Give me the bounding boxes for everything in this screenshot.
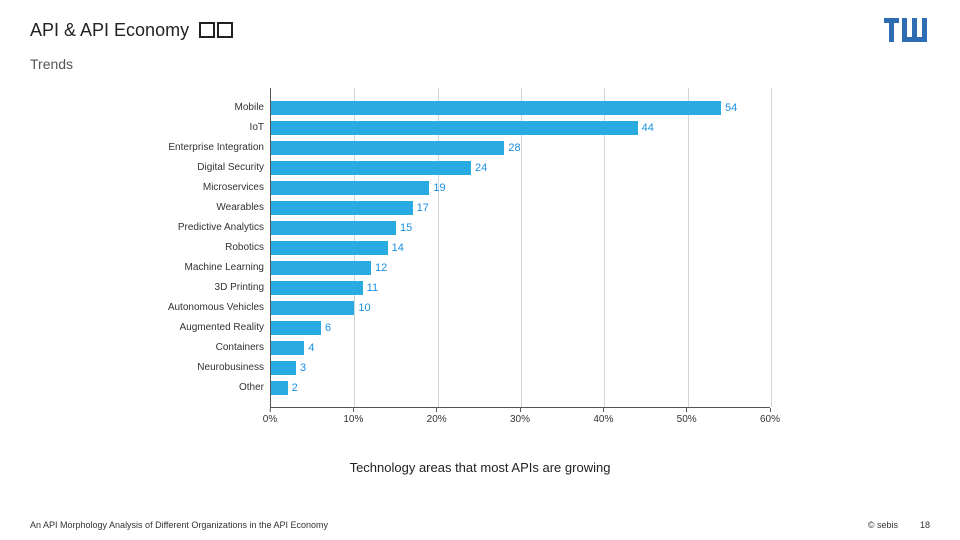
category-label: Augmented Reality	[145, 321, 270, 335]
bar	[271, 221, 396, 235]
bar	[271, 121, 638, 135]
category-label: Other	[145, 381, 270, 395]
bar-row: 19	[271, 181, 446, 195]
bar-row: 6	[271, 321, 331, 335]
x-tick: 0%	[263, 408, 277, 425]
bar	[271, 161, 471, 175]
page-subtitle: Trends	[30, 56, 73, 72]
bar	[271, 321, 321, 335]
bar-value: 14	[392, 242, 404, 254]
bar-row: 54	[271, 101, 737, 115]
chart-caption: Technology areas that most APIs are grow…	[0, 460, 960, 475]
bar-value: 28	[508, 142, 520, 154]
gridline	[438, 88, 439, 407]
category-label: IoT	[145, 121, 270, 135]
bar-value: 54	[725, 102, 737, 114]
bar-row: 2	[271, 381, 298, 395]
tum-logo-icon	[884, 18, 930, 42]
bar-row: 44	[271, 121, 654, 135]
x-tick: 60%	[760, 408, 780, 425]
bar-row: 17	[271, 201, 429, 215]
progress-indicator	[199, 22, 233, 38]
bar	[271, 181, 429, 195]
bar-row: 11	[271, 281, 378, 295]
bar-row: 28	[271, 141, 521, 155]
bar-value: 12	[375, 262, 387, 274]
trends-bar-chart: Mobile IoT Enterprise Integration Digital S…	[140, 88, 780, 438]
category-label: Wearables	[145, 201, 270, 215]
bar-value: 2	[292, 382, 298, 394]
x-tick: 30%	[510, 408, 530, 425]
bar-row: 3	[271, 361, 306, 375]
footer-copyright: © sebis	[868, 520, 898, 530]
progress-box	[199, 22, 215, 38]
footer-left: An API Morphology Analysis of Different …	[30, 520, 328, 530]
bar-value: 15	[400, 222, 412, 234]
bar	[271, 361, 296, 375]
x-tick: 50%	[677, 408, 697, 425]
bar-row: 4	[271, 341, 314, 355]
bar	[271, 241, 388, 255]
gridline	[688, 88, 689, 407]
bar-value: 6	[325, 322, 331, 334]
bar-value: 11	[367, 282, 378, 294]
bar	[271, 201, 413, 215]
bar-value: 4	[308, 342, 314, 354]
bar-row: 24	[271, 161, 487, 175]
category-label: Enterprise Integration	[145, 141, 270, 155]
gridline	[604, 88, 605, 407]
category-label: Neurobusiness	[145, 361, 270, 375]
x-tick: 20%	[427, 408, 447, 425]
category-label: 3D Printing	[145, 281, 270, 295]
bar-row: 12	[271, 261, 387, 275]
category-label: Mobile	[145, 101, 270, 115]
footer-page-number: 18	[920, 520, 930, 530]
bar	[271, 341, 304, 355]
bar-value: 17	[417, 202, 429, 214]
category-label: Microservices	[145, 181, 270, 195]
bar	[271, 301, 354, 315]
bar	[271, 381, 288, 395]
bar	[271, 281, 363, 295]
bar-row: 15	[271, 221, 412, 235]
bar	[271, 141, 504, 155]
progress-box	[217, 22, 233, 38]
bar-value: 19	[433, 182, 445, 194]
bar	[271, 101, 721, 115]
bar-value: 10	[358, 302, 370, 314]
gridline	[771, 88, 772, 407]
category-label: Machine Learning	[145, 261, 270, 275]
gridline	[521, 88, 522, 407]
category-label: Autonomous Vehicles	[145, 301, 270, 315]
bar-value: 3	[300, 362, 306, 374]
page-title: API & API Economy	[30, 20, 189, 41]
bar	[271, 261, 371, 275]
bar-value: 44	[642, 122, 654, 134]
category-label: Predictive Analytics	[145, 221, 270, 235]
bar-value: 24	[475, 162, 487, 174]
category-label: Containers	[145, 341, 270, 355]
category-label: Robotics	[145, 241, 270, 255]
x-tick: 40%	[593, 408, 613, 425]
x-tick: 10%	[343, 408, 363, 425]
category-label: Digital Security	[145, 161, 270, 175]
bar-row: 10	[271, 301, 371, 315]
bar-row: 14	[271, 241, 404, 255]
